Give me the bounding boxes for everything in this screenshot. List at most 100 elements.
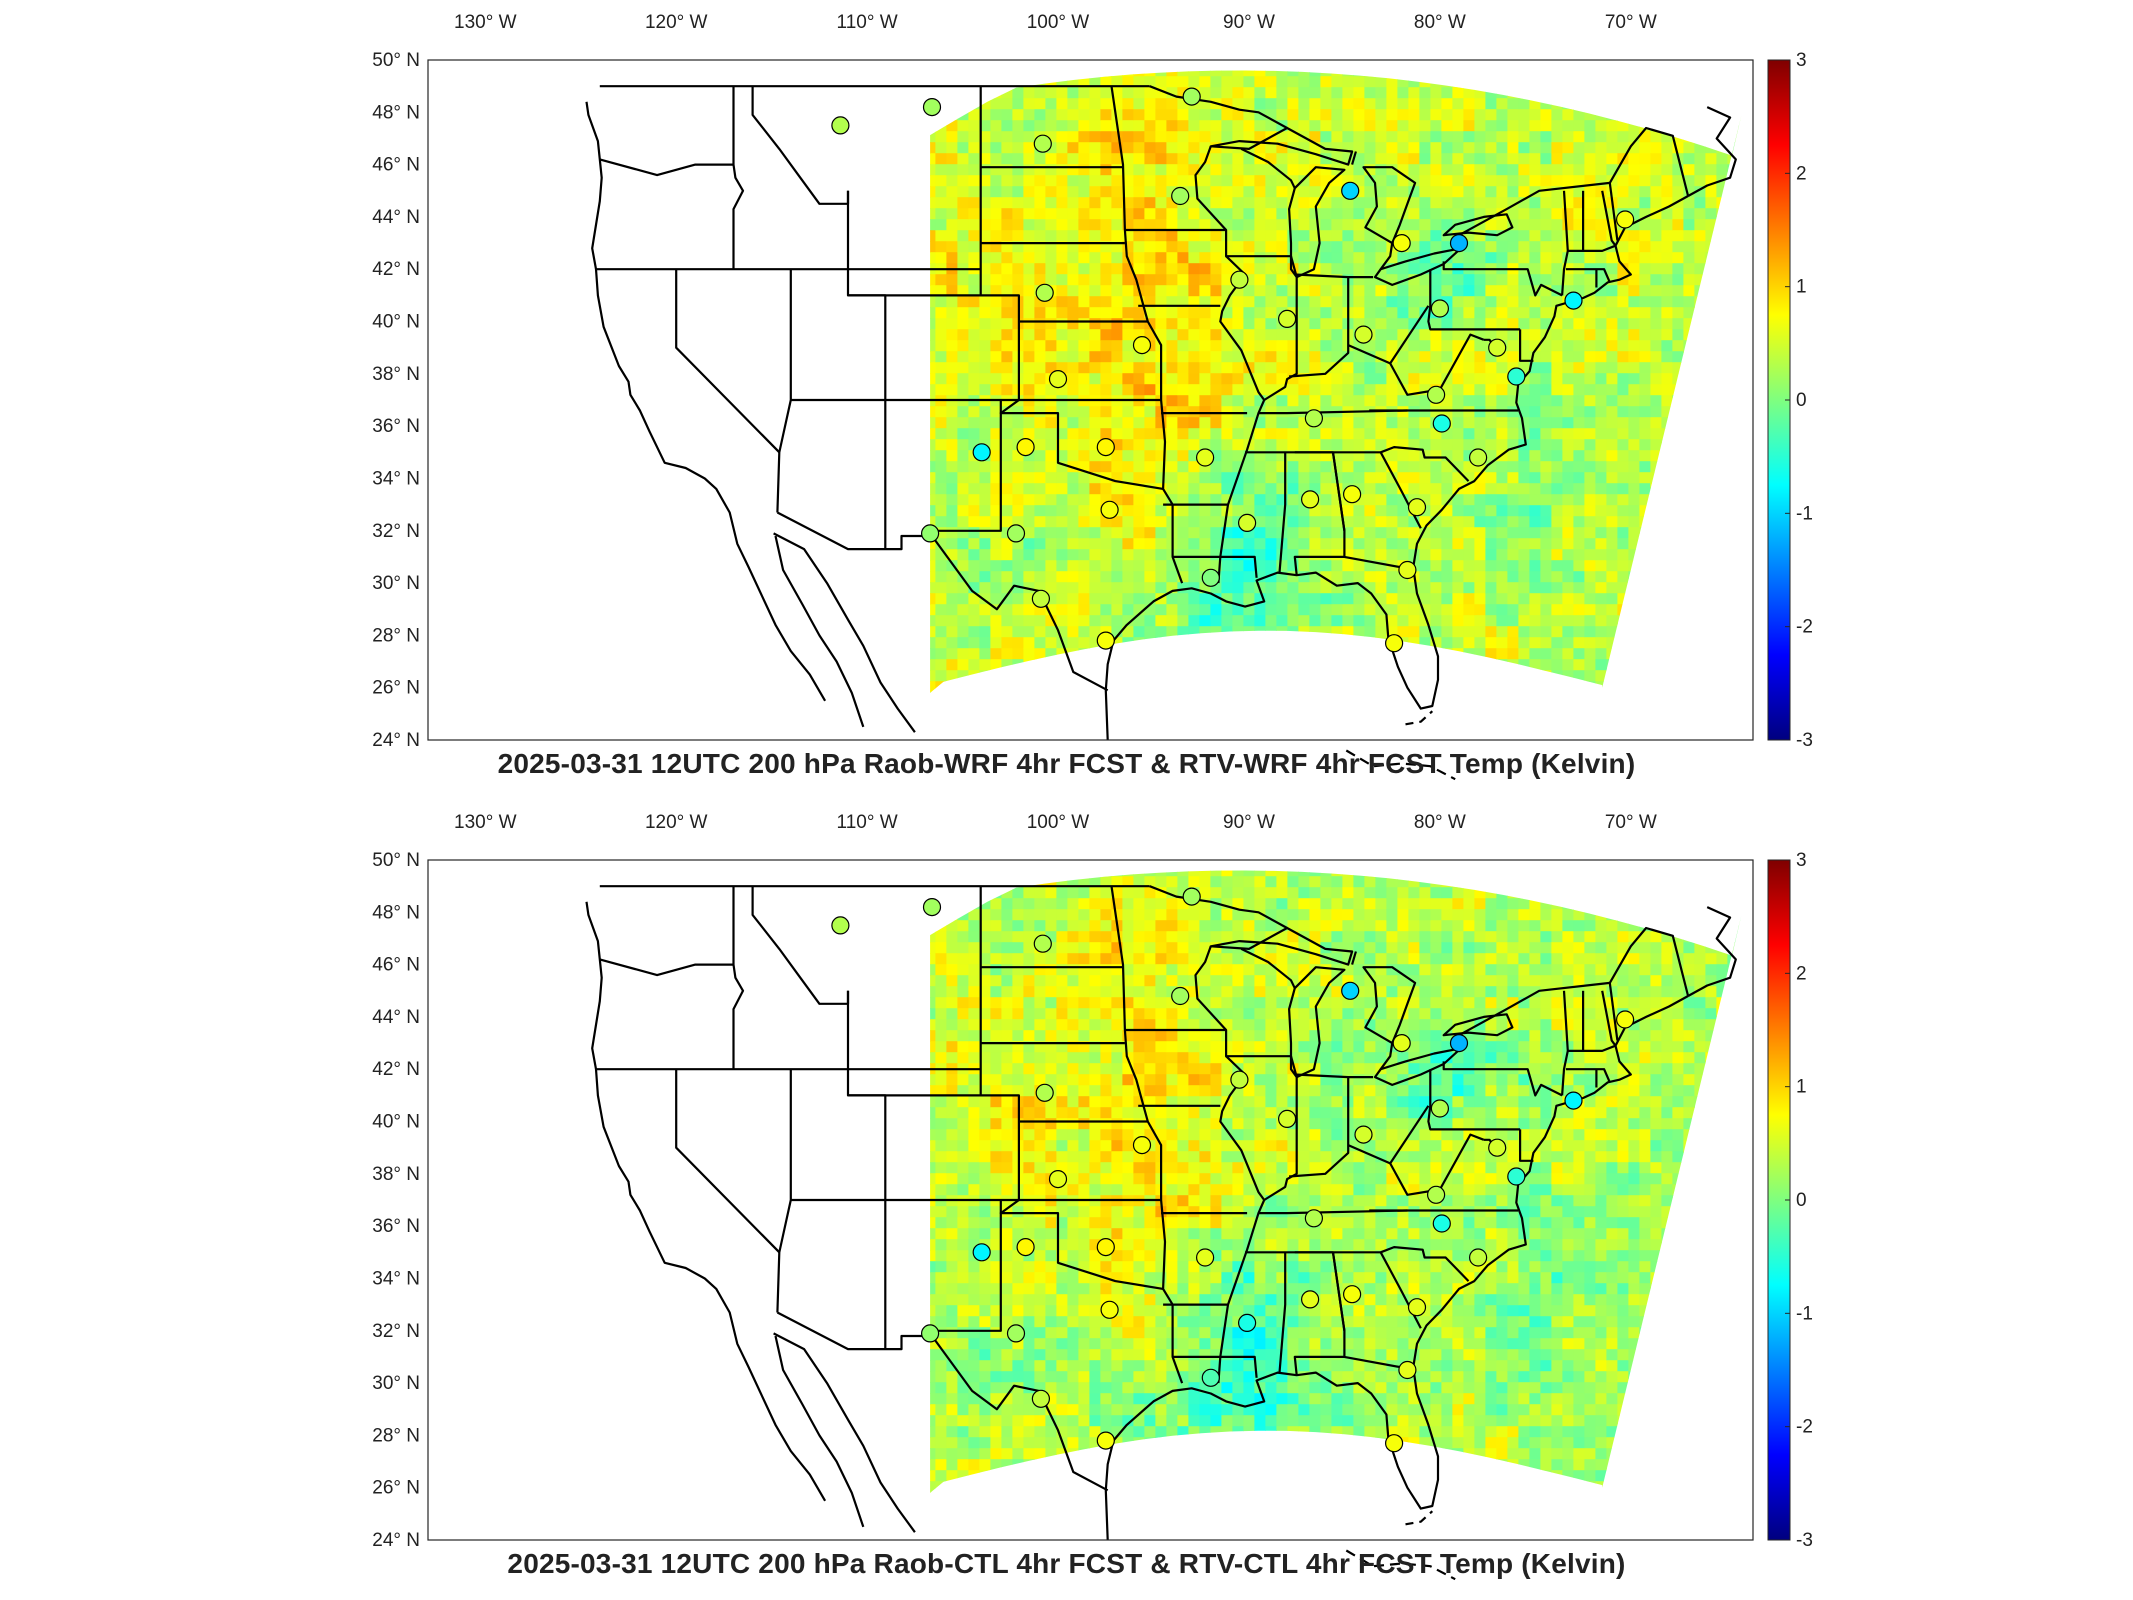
raob-station-marker[interactable] xyxy=(922,897,942,917)
raob-station-marker[interactable] xyxy=(1182,87,1201,106)
raob-station-marker[interactable] xyxy=(1398,1360,1417,1380)
raob-station-marker[interactable] xyxy=(1392,1034,1411,1053)
raob-station-marker[interactable] xyxy=(1096,631,1115,650)
raob-station-marker[interactable] xyxy=(1432,1214,1451,1233)
raob-station-marker[interactable] xyxy=(920,1324,940,1343)
state-border xyxy=(1601,190,1617,247)
raob-station-marker[interactable] xyxy=(1341,181,1360,200)
raob-station-marker[interactable] xyxy=(1035,1083,1054,1102)
latitude-label: 36° N xyxy=(372,1216,420,1237)
raob-station-marker[interactable] xyxy=(1304,1209,1324,1228)
raob-station-marker[interactable] xyxy=(1564,291,1583,310)
raob-station-marker[interactable] xyxy=(1384,1434,1404,1453)
raob-station-marker[interactable] xyxy=(1035,283,1054,302)
raob-station-marker[interactable] xyxy=(1006,1324,1026,1343)
latitude-label: 42° N xyxy=(372,1059,420,1080)
raob-station-marker[interactable] xyxy=(1100,1300,1119,1319)
canada-coastline xyxy=(1687,106,1737,197)
raob-station-marker[interactable] xyxy=(1300,490,1320,509)
raob-station-marker[interactable] xyxy=(1615,1010,1635,1029)
raob-station-marker[interactable] xyxy=(920,524,940,543)
raob-station-marker[interactable] xyxy=(1277,1109,1297,1128)
raob-station-marker[interactable] xyxy=(1342,1285,1362,1304)
raob-station-marker[interactable] xyxy=(1407,498,1427,517)
raob-station-marker[interactable] xyxy=(1392,234,1411,253)
raob-station-marker[interactable] xyxy=(1341,981,1360,1000)
raob-station-marker[interactable] xyxy=(1132,336,1152,355)
raob-station-marker[interactable] xyxy=(1237,513,1257,533)
raob-station-marker[interactable] xyxy=(1432,414,1451,433)
raob-station-marker[interactable] xyxy=(1615,210,1635,229)
raob-station-marker[interactable] xyxy=(1564,1091,1583,1110)
raob-station-marker[interactable] xyxy=(1031,589,1051,608)
raob-station-marker[interactable] xyxy=(1384,634,1404,653)
raob-station-marker[interactable] xyxy=(1201,1368,1220,1387)
raob-station-marker[interactable] xyxy=(1300,1290,1320,1309)
state-border xyxy=(1278,452,1287,573)
raob-station-marker[interactable] xyxy=(1048,1170,1068,1189)
state-border xyxy=(1110,886,1149,1122)
raob-station-marker[interactable] xyxy=(1488,338,1507,357)
longitude-label: 90° W xyxy=(1223,12,1275,33)
raob-station-marker[interactable] xyxy=(1468,448,1488,467)
great-lake-outline xyxy=(1209,926,1354,966)
state-border xyxy=(1172,555,1258,578)
raob-station-marker[interactable] xyxy=(1195,448,1215,467)
raob-station-marker[interactable] xyxy=(1171,186,1190,206)
state-border xyxy=(1258,409,1519,415)
state-border xyxy=(1240,947,1296,989)
raob-station-marker[interactable] xyxy=(1430,1099,1450,1118)
state-border xyxy=(732,86,745,270)
raob-stations xyxy=(831,887,1635,1453)
raob-station-marker[interactable] xyxy=(1354,1125,1373,1144)
raob-station-marker[interactable] xyxy=(1342,485,1362,504)
raob-station-marker[interactable] xyxy=(1033,934,1052,953)
raob-station-marker[interactable] xyxy=(972,1243,991,1262)
raob-station-marker[interactable] xyxy=(1449,234,1469,253)
longitude-label: 120° W xyxy=(645,12,708,33)
raob-station-marker[interactable] xyxy=(1468,1248,1488,1267)
raob-station-marker[interactable] xyxy=(1430,299,1450,318)
colorbar-tick-label: 1 xyxy=(1796,1077,1807,1098)
raob-station-marker[interactable] xyxy=(1195,1248,1215,1267)
raob-station-marker[interactable] xyxy=(1398,560,1417,580)
raob-station-marker[interactable] xyxy=(1426,385,1446,404)
raob-station-marker[interactable] xyxy=(1230,270,1249,289)
raob-station-marker[interactable] xyxy=(1048,370,1068,389)
raob-station-marker[interactable] xyxy=(1016,1238,1035,1257)
raob-station-marker[interactable] xyxy=(922,97,942,117)
raob-station-marker[interactable] xyxy=(1006,524,1026,543)
raob-station-marker[interactable] xyxy=(1237,1313,1257,1333)
raob-station-marker[interactable] xyxy=(1407,1298,1427,1317)
raob-station-marker[interactable] xyxy=(1201,568,1220,587)
raob-station-marker[interactable] xyxy=(1031,1389,1051,1408)
raob-station-marker[interactable] xyxy=(1449,1034,1469,1053)
raob-station-marker[interactable] xyxy=(1171,986,1190,1006)
raob-station-marker[interactable] xyxy=(1096,1431,1115,1450)
latitude-label: 30° N xyxy=(372,573,420,594)
raob-station-marker[interactable] xyxy=(1488,1138,1507,1157)
raob-station-marker[interactable] xyxy=(1096,1238,1115,1257)
raob-station-marker[interactable] xyxy=(1354,325,1373,344)
raob-station-marker[interactable] xyxy=(1016,438,1035,457)
raob-station-marker[interactable] xyxy=(1507,367,1526,386)
raob-station-marker[interactable] xyxy=(1507,1167,1526,1186)
raob-station-marker[interactable] xyxy=(1182,887,1201,906)
raob-station-marker[interactable] xyxy=(831,916,850,935)
raob-station-marker[interactable] xyxy=(1277,309,1297,328)
raob-station-marker[interactable] xyxy=(1033,134,1052,153)
state-border xyxy=(1245,1246,1470,1282)
raob-station-marker[interactable] xyxy=(1100,500,1119,519)
map-panel-wrf: 130° W 120° W 110° W 100° W 90° W 80° W 70° W 5… xyxy=(372,12,1813,781)
raob-station-marker[interactable] xyxy=(972,443,991,462)
raob-station-marker[interactable] xyxy=(1426,1185,1446,1204)
canada-coastline xyxy=(1687,906,1737,997)
raob-station-marker[interactable] xyxy=(1230,1070,1249,1089)
raob-station-marker[interactable] xyxy=(1132,1136,1152,1155)
raob-station-marker[interactable] xyxy=(831,116,850,135)
state-border xyxy=(1149,85,1288,129)
raob-station-marker[interactable] xyxy=(1304,409,1324,428)
map-panel-ctl: 130° W 120° W 110° W 100° W 90° W 80° W 70° W 5… xyxy=(0,800,2133,1600)
state-border xyxy=(931,1335,1109,1492)
raob-station-marker[interactable] xyxy=(1096,438,1115,457)
